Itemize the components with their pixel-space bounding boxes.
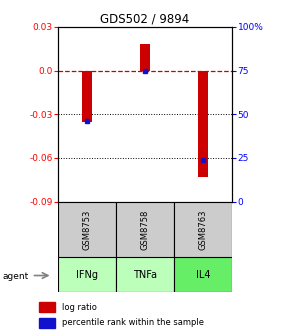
Text: IFNg: IFNg (76, 270, 98, 280)
Bar (140, 44, 150, 71)
Text: log ratio: log ratio (62, 303, 97, 311)
Bar (174, 257, 232, 292)
Text: GSM8758: GSM8758 (140, 209, 150, 250)
Bar (198, 71, 208, 177)
Bar (82, 71, 92, 122)
Bar (58, 257, 116, 292)
Text: agent: agent (3, 272, 29, 281)
Bar (39, 318, 55, 328)
Title: GDS502 / 9894: GDS502 / 9894 (100, 13, 190, 26)
Text: IL4: IL4 (196, 270, 210, 280)
Bar (116, 202, 174, 257)
Text: percentile rank within the sample: percentile rank within the sample (62, 319, 204, 327)
Text: GSM8763: GSM8763 (198, 209, 208, 250)
Bar (116, 257, 174, 292)
Text: TNFa: TNFa (133, 270, 157, 280)
Bar (39, 302, 55, 312)
Bar (58, 202, 116, 257)
Bar (174, 202, 232, 257)
Text: GSM8753: GSM8753 (82, 209, 92, 250)
